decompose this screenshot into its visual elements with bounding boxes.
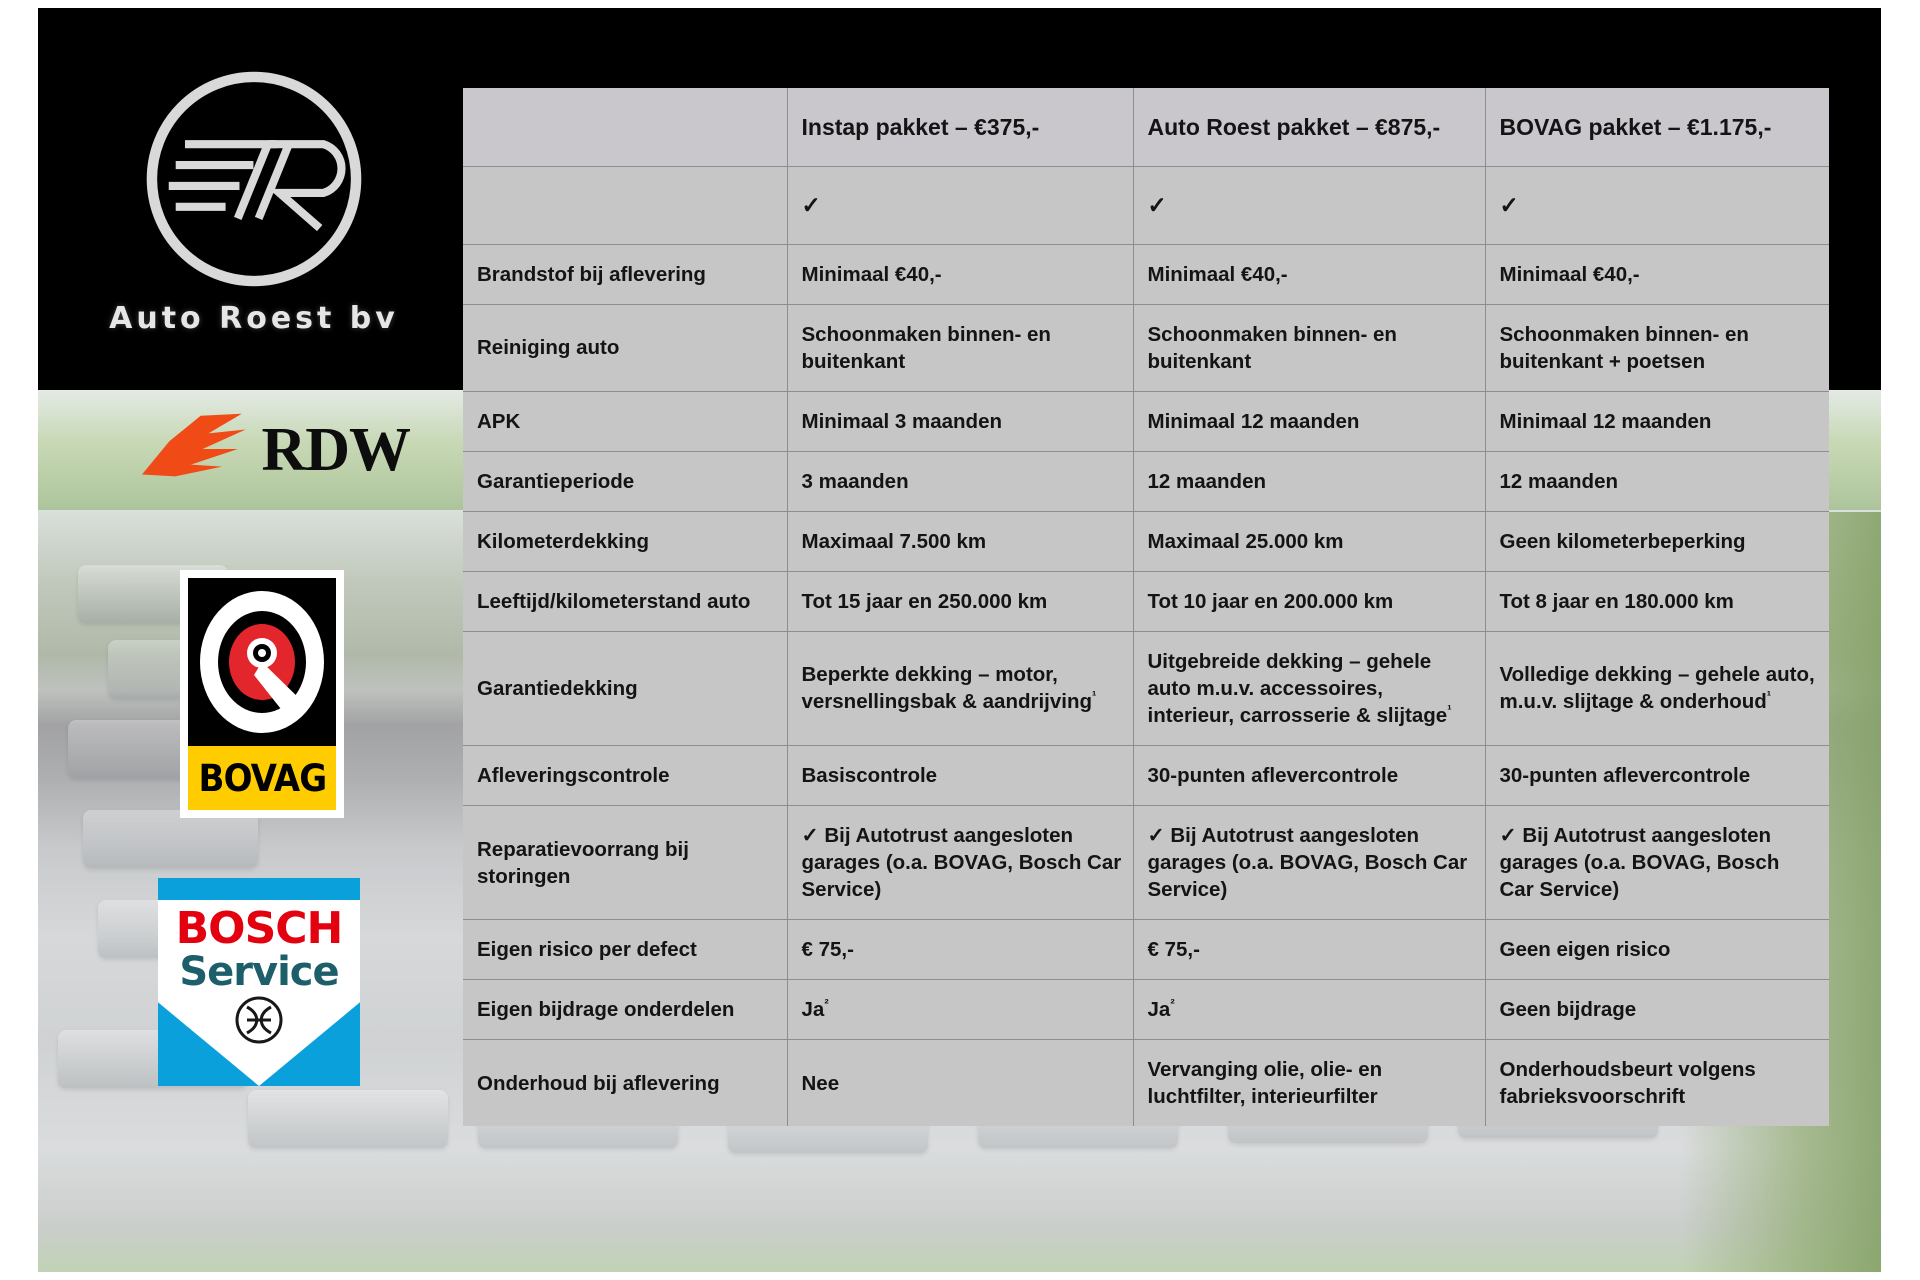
brand-name: Auto Roest bv [109,300,399,336]
row-value-bovag: Geen bijdrage [1485,979,1829,1040]
row-label: Onderhoud bij aflevering [463,1039,788,1127]
row-value-instap: € 75,- [787,919,1134,980]
check-icon-autoroest: ✓ [1133,165,1486,244]
bovag-label: BOVAG [198,756,327,800]
footnote-marker: ² [824,996,829,1012]
rdw-arrow-icon [141,413,246,477]
row-value-autoroest: € 75,- [1133,919,1486,980]
table-header-cell-feature [463,88,788,166]
row-value-bovag: Onderhoudsbeurt volgens fabrieksvoorschr… [1485,1039,1829,1127]
bosch-service-logo: BOSCH Service [158,878,360,1086]
row-value-autoroest: Vervanging olie, olie- en luchtfilter, i… [1133,1039,1486,1127]
row-label: Eigen bijdrage onderdelen [463,979,788,1040]
rdw-logo: RDW [140,395,411,505]
row-label: Garantieperiode [463,450,788,512]
bosch-label-bottom: Service [179,949,339,996]
table-row: Reiniging auto Schoonmaken binnen- en bu… [463,303,1829,392]
bovag-target-icon [188,578,336,746]
photo-car [83,810,258,868]
row-value-autoroest: Ja² [1133,979,1486,1040]
check-icon-bovag: ✓ [1485,165,1829,244]
row-label: Leeftijd/kilometerstand auto [463,570,788,632]
table-check-row: ✓ ✓ ✓ [463,165,1829,244]
table-check-cell-feature [463,165,788,244]
bovag-wordmark-band: BOVAG [188,746,336,810]
brand-logo-block: Auto Roest bv [38,8,470,390]
row-value-instap: Schoonmaken binnen- en buitenkant [787,303,1134,392]
table-row: Afleveringscontrole Basiscontrole 30-pun… [463,744,1829,806]
row-label: Garantiedekking [463,630,788,746]
row-value-instap: Minimaal €40,- [787,243,1134,305]
row-label: Kilometerdekking [463,510,788,572]
rdw-label: RDW [261,416,411,484]
row-value-autoroest: Minimaal 12 maanden [1133,390,1486,452]
row-label: Reiniging auto [463,303,788,392]
row-value-instap: Minimaal 3 maanden [787,390,1134,452]
row-value-autoroest: Schoonmaken binnen- en buitenkant [1133,303,1486,392]
bosch-chevron-plate: BOSCH Service [158,900,360,1086]
table-row: Eigen risico per defect € 75,- € 75,- Ge… [463,919,1829,980]
row-value-bovag: Geen eigen risico [1485,919,1829,980]
row-label: Brandstof bij aflevering [463,243,788,305]
bovag-logo: BOVAG [180,570,344,818]
table-row: Kilometerdekking Maximaal 7.500 km Maxim… [463,510,1829,572]
table-row: Reparatievoorrang bij storingen ✓ Bij Au… [463,805,1829,920]
row-value-instap: Beperkte dekking – motor, versnellingsba… [787,630,1134,746]
row-value-autoroest: 12 maanden [1133,450,1486,512]
row-value-instap: Maximaal 7.500 km [787,510,1134,572]
row-value-autoroest: Uitgebreide dekking – gehele auto m.u.v.… [1133,630,1486,746]
row-label: Afleveringscontrole [463,744,788,806]
row-value-bovag: Schoonmaken binnen- en buitenkant + poet… [1485,303,1829,392]
footnote-marker: ¹ [1092,688,1097,704]
footnote-marker: ¹ [1766,688,1772,704]
package-comparison-table: Instap pakket – €375,- Auto Roest pakket… [463,88,1829,1204]
table-row: Garantiedekking Beperkte dekking – motor… [463,630,1829,746]
row-value-bovag: Tot 8 jaar en 180.000 km [1485,570,1829,632]
table-header-cell-instap: Instap pakket – €375,- [787,88,1134,166]
footnote-marker: ² [1170,996,1175,1012]
check-icon-instap: ✓ [787,165,1134,244]
row-value-autoroest: 30-punten aflevercontrole [1133,744,1486,806]
table-row: APK Minimaal 3 maanden Minimaal 12 maand… [463,390,1829,452]
footnote-marker: ¹ [1447,702,1452,718]
row-value-bovag: Minimaal €40,- [1485,243,1829,305]
row-value-instap: ✓ Bij Autotrust aangesloten garages (o.a… [787,805,1134,920]
table-row: Garantieperiode 3 maanden 12 maanden 12 … [463,450,1829,512]
row-label: APK [463,390,788,452]
bosch-label-top: BOSCH [175,903,344,954]
bosch-anchor-icon [235,996,283,1044]
row-value-bovag: 12 maanden [1485,450,1829,512]
row-value-bovag: Geen kilometerbeperking [1485,510,1829,572]
row-value-instap: Basiscontrole [787,744,1134,806]
row-value-autoroest: Tot 10 jaar en 200.000 km [1133,570,1486,632]
row-value-bovag: Volledige dekking – gehele auto, m.u.v. … [1485,630,1829,746]
row-value-bovag: ✓ Bij Autotrust aangesloten garages (o.a… [1485,805,1829,920]
table-row: Eigen bijdrage onderdelen Ja² Ja² Geen b… [463,979,1829,1040]
row-label: Eigen risico per defect [463,919,788,980]
table-header-cell-bovag: BOVAG pakket – €1.175,- [1485,88,1829,166]
row-value-bovag: 30-punten aflevercontrole [1485,744,1829,806]
table-row: Leeftijd/kilometerstand auto Tot 15 jaar… [463,570,1829,632]
table-header-cell-autoroest: Auto Roest pakket – €875,- [1133,88,1486,166]
auto-roest-circle-monogram-icon [146,71,362,286]
row-value-autoroest: Minimaal €40,- [1133,243,1486,305]
table-header-row: Instap pakket – €375,- Auto Roest pakket… [463,88,1829,166]
row-value-instap: Tot 15 jaar en 250.000 km [787,570,1134,632]
row-value-autoroest: Maximaal 25.000 km [1133,510,1486,572]
row-value-autoroest: ✓ Bij Autotrust aangesloten garages (o.a… [1133,805,1486,920]
table-row: Brandstof bij aflevering Minimaal €40,- … [463,243,1829,305]
row-value-instap: Nee [787,1039,1134,1127]
row-label: Reparatievoorrang bij storingen [463,805,788,920]
photo-car [248,1090,448,1148]
row-value-instap: 3 maanden [787,450,1134,512]
row-value-bovag: Minimaal 12 maanden [1485,390,1829,452]
row-value-instap: Ja² [787,979,1134,1040]
table-row: Onderhoud bij aflevering Nee Vervanging … [463,1039,1829,1127]
